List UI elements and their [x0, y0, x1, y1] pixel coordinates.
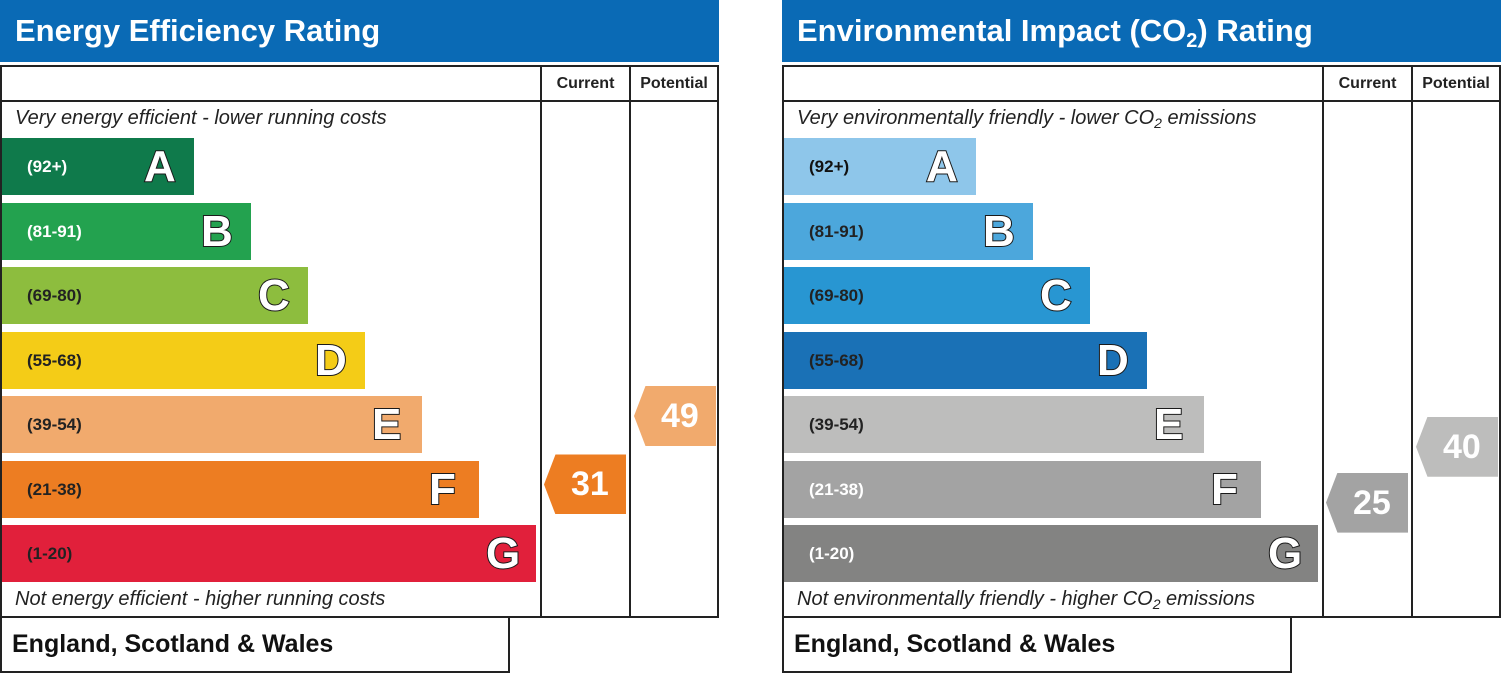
country-label: England, Scotland & Wales [782, 618, 1292, 673]
band-e: (39-54) E [784, 396, 1204, 453]
band-g: (1-20) G [784, 525, 1318, 582]
band-letter: D [314, 335, 348, 386]
band-range-label: (1-20) [27, 544, 73, 563]
band-range-label: (21-38) [27, 479, 82, 499]
band-d: (55-68) D [784, 331, 1147, 389]
potential-column-header: Potential [640, 75, 708, 92]
bottom-note-subscript: 2 [1152, 596, 1161, 612]
band-letter: A [925, 141, 959, 192]
title-end: ) Rating [1197, 13, 1313, 48]
band-letter: F [428, 464, 457, 515]
band-range-label: (1-20) [809, 544, 855, 563]
environmental-impact-panel: Environmental Impact (CO2) Rating Curren… [782, 0, 1501, 675]
top-note: Very energy efficient - lower running co… [15, 107, 387, 129]
title-subscript: 2 [1186, 30, 1198, 52]
panel-title: Energy Efficiency Rating [0, 0, 719, 62]
band-letter: C [257, 270, 291, 321]
band-a: (92+) A [784, 138, 976, 195]
band-range-label: (55-68) [27, 350, 82, 370]
potential-column-header: Potential [1422, 75, 1490, 92]
band-f: (21-38) F [784, 460, 1261, 518]
band-letter: B [982, 206, 1016, 257]
band-letter: E [1153, 399, 1184, 450]
band-letter: D [1096, 335, 1130, 386]
band-e: (39-54) E [2, 396, 422, 453]
energy-efficiency-panel: Energy Efficiency Rating Current Potenti… [0, 0, 719, 675]
band-g: (1-20) G [2, 525, 536, 582]
current-rating-value: 25 [1353, 483, 1391, 522]
current-column-header: Current [556, 75, 615, 92]
band-range-label: (92+) [27, 157, 68, 176]
header-divider [0, 100, 719, 102]
top-note-main: Very environmentally friendly - lower CO [797, 107, 1155, 129]
band-letter: G [1267, 528, 1303, 579]
band-c: (69-80) C [2, 267, 308, 324]
band-letter: C [1039, 270, 1073, 321]
bottom-note: Not energy efficient - higher running co… [15, 588, 386, 610]
bottom-note: Not environmentally friendly - higher CO… [797, 588, 1255, 611]
current-rating-arrow: 31 [544, 454, 626, 515]
band-range-label: (92+) [809, 157, 850, 176]
band-b: (81-91) B [784, 202, 1033, 260]
band-f: (21-38) F [2, 460, 479, 518]
top-note-subscript: 2 [1154, 115, 1162, 131]
country-label: England, Scotland & Wales [0, 618, 510, 673]
potential-rating-arrow: 49 [634, 385, 716, 446]
band-b: (81-91) B [2, 202, 251, 260]
column-divider [1411, 65, 1413, 618]
band-letter: B [200, 206, 234, 257]
panel-title: Environmental Impact (CO2) Rating [782, 0, 1501, 62]
band-range-label: (39-54) [27, 415, 82, 434]
potential-rating-value: 40 [1443, 427, 1481, 466]
band-letter: A [143, 141, 177, 192]
top-note: Very environmentally friendly - lower CO… [797, 107, 1256, 130]
band-d: (55-68) D [2, 331, 365, 389]
band-letter: E [371, 399, 402, 450]
band-range-label: (39-54) [809, 415, 864, 434]
column-divider [629, 65, 631, 618]
current-rating-value: 31 [571, 465, 609, 504]
column-divider [1322, 65, 1324, 618]
band-letter: G [485, 528, 521, 579]
band-c: (69-80) C [784, 267, 1090, 324]
band-a: (92+) A [2, 138, 194, 195]
current-rating-arrow: 25 [1326, 472, 1408, 533]
header-divider [782, 100, 1501, 102]
band-range-label: (69-80) [809, 286, 864, 305]
bottom-note-main: Not environmentally friendly - higher CO [797, 588, 1153, 610]
band-range-label: (81-91) [27, 221, 82, 241]
band-range-label: (21-38) [809, 479, 864, 499]
top-note-end: emissions [1161, 107, 1257, 129]
potential-rating-arrow: 40 [1416, 416, 1498, 477]
potential-rating-value: 49 [661, 396, 699, 435]
band-range-label: (55-68) [809, 350, 864, 370]
band-range-label: (81-91) [809, 221, 864, 241]
current-column-header: Current [1338, 75, 1397, 92]
title-main: Environmental Impact (CO [797, 13, 1187, 48]
column-divider [540, 65, 542, 618]
band-range-label: (69-80) [27, 286, 82, 305]
band-letter: F [1210, 464, 1239, 515]
bottom-note-end: emissions [1160, 588, 1255, 610]
